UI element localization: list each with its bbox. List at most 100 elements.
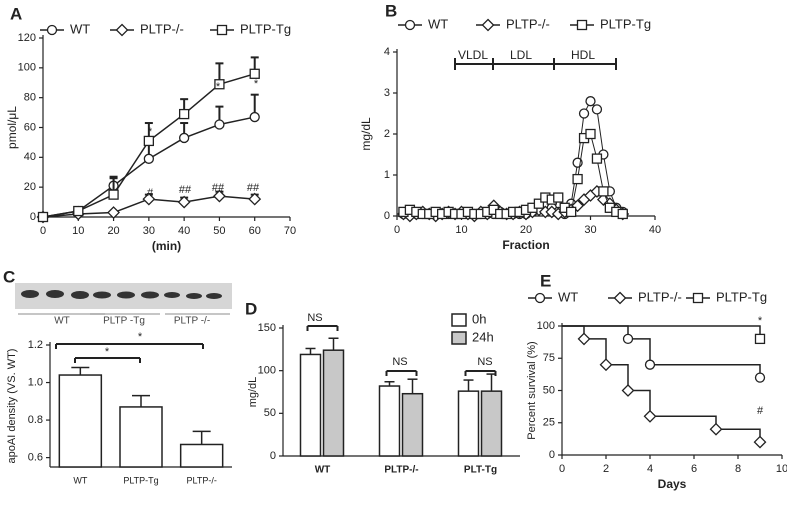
annotation: * (216, 81, 221, 93)
marker (108, 189, 119, 200)
marker (598, 186, 609, 197)
marker (754, 333, 766, 345)
annotation: # (757, 405, 764, 417)
marker (591, 153, 603, 164)
annotation: * (758, 315, 763, 327)
x-tick-label: WT (315, 465, 331, 476)
marker (613, 291, 627, 305)
x-axis-label: Fraction (502, 238, 549, 252)
marker (621, 384, 635, 397)
y-tick-label: 1.0 (28, 376, 43, 388)
x-axis-label: Days (658, 477, 687, 491)
y-tick-label: 50 (264, 407, 276, 419)
x-tick-label: 10 (455, 224, 467, 236)
x-tick-label: 8 (735, 463, 741, 475)
bar (401, 392, 424, 457)
marker (753, 435, 767, 449)
x-tick-label: 40 (649, 224, 661, 236)
y-tick-label: 40 (24, 151, 36, 163)
bar (378, 385, 401, 457)
marker (577, 332, 591, 346)
annotation: ## (212, 182, 225, 194)
y-tick-label: 100 (258, 365, 276, 377)
marker (754, 372, 766, 383)
series-line (562, 325, 761, 339)
marker (107, 206, 120, 219)
panel-label: A (10, 4, 22, 23)
marker (214, 119, 225, 130)
y-axis-label: Percent survival (%) (526, 341, 538, 439)
y-tick-label: 25 (543, 417, 555, 429)
marker (533, 198, 545, 209)
y-tick-label: 120 (18, 32, 36, 44)
marker (73, 205, 84, 217)
marker (37, 211, 49, 223)
legend-swatch (451, 313, 467, 327)
annotation: * (148, 126, 153, 138)
x-tick-label: 0 (394, 224, 400, 236)
y-tick-label: 2 (384, 128, 390, 140)
marker (591, 104, 603, 115)
y-tick-label: 20 (24, 181, 36, 193)
x-tick-label: PLTP-/- (186, 475, 216, 485)
y-tick-label: 80 (24, 92, 36, 104)
x-tick-label: 70 (284, 225, 296, 237)
annotation: * (138, 331, 143, 343)
x-tick-label: PLTP-/- (384, 465, 418, 476)
series-line (562, 325, 761, 443)
marker (617, 208, 628, 220)
annotation: ## (179, 184, 192, 196)
legend-label: PLTP-/- (506, 16, 550, 31)
panel-label: D (245, 299, 257, 318)
x-tick-label: 6 (691, 463, 697, 475)
annotation: NS (477, 356, 492, 368)
legend-label: WT (558, 289, 578, 304)
bar (299, 353, 322, 457)
annotation: LDL (510, 48, 532, 62)
x-tick-label: 50 (213, 225, 225, 237)
y-tick-label: 0 (30, 211, 36, 223)
annotation: NS (392, 356, 407, 368)
annotation: ## (247, 182, 260, 194)
marker (216, 24, 228, 36)
series-line (403, 133, 623, 215)
x-tick-label: WT (73, 475, 87, 485)
marker (178, 132, 190, 144)
legend-swatch (451, 331, 467, 345)
legend-label: PLTP-Tg (716, 289, 767, 304)
marker (178, 108, 190, 120)
annotation: HDL (571, 48, 595, 62)
marker (585, 128, 596, 140)
marker (46, 24, 58, 36)
y-axis-label: mg/dL (247, 377, 259, 408)
marker (643, 409, 657, 423)
marker (553, 192, 564, 203)
y-tick-label: 0.8 (28, 414, 43, 426)
x-tick-label: 30 (584, 224, 596, 236)
bar (322, 349, 345, 457)
legend-label: WT (70, 21, 90, 36)
x-tick-label: 0 (40, 225, 46, 237)
y-tick-label: 0 (549, 449, 555, 461)
marker (578, 108, 590, 119)
blot-bands (21, 290, 222, 299)
annotation: NS (307, 312, 322, 324)
bar (58, 374, 103, 468)
legend-label: 0h (472, 311, 486, 326)
series-line (562, 325, 761, 378)
marker (576, 19, 588, 31)
legend-label: WT (428, 16, 448, 31)
panel-label: B (385, 1, 397, 20)
x-tick-label: 2 (603, 463, 609, 475)
marker (709, 422, 723, 436)
marker (214, 79, 225, 90)
marker (142, 192, 156, 206)
marker (177, 195, 191, 209)
y-tick-label: 3 (384, 87, 390, 99)
y-tick-label: 1 (384, 169, 390, 181)
y-tick-label: 150 (258, 322, 276, 334)
marker (115, 23, 129, 37)
marker (404, 19, 416, 31)
marker (143, 135, 155, 147)
